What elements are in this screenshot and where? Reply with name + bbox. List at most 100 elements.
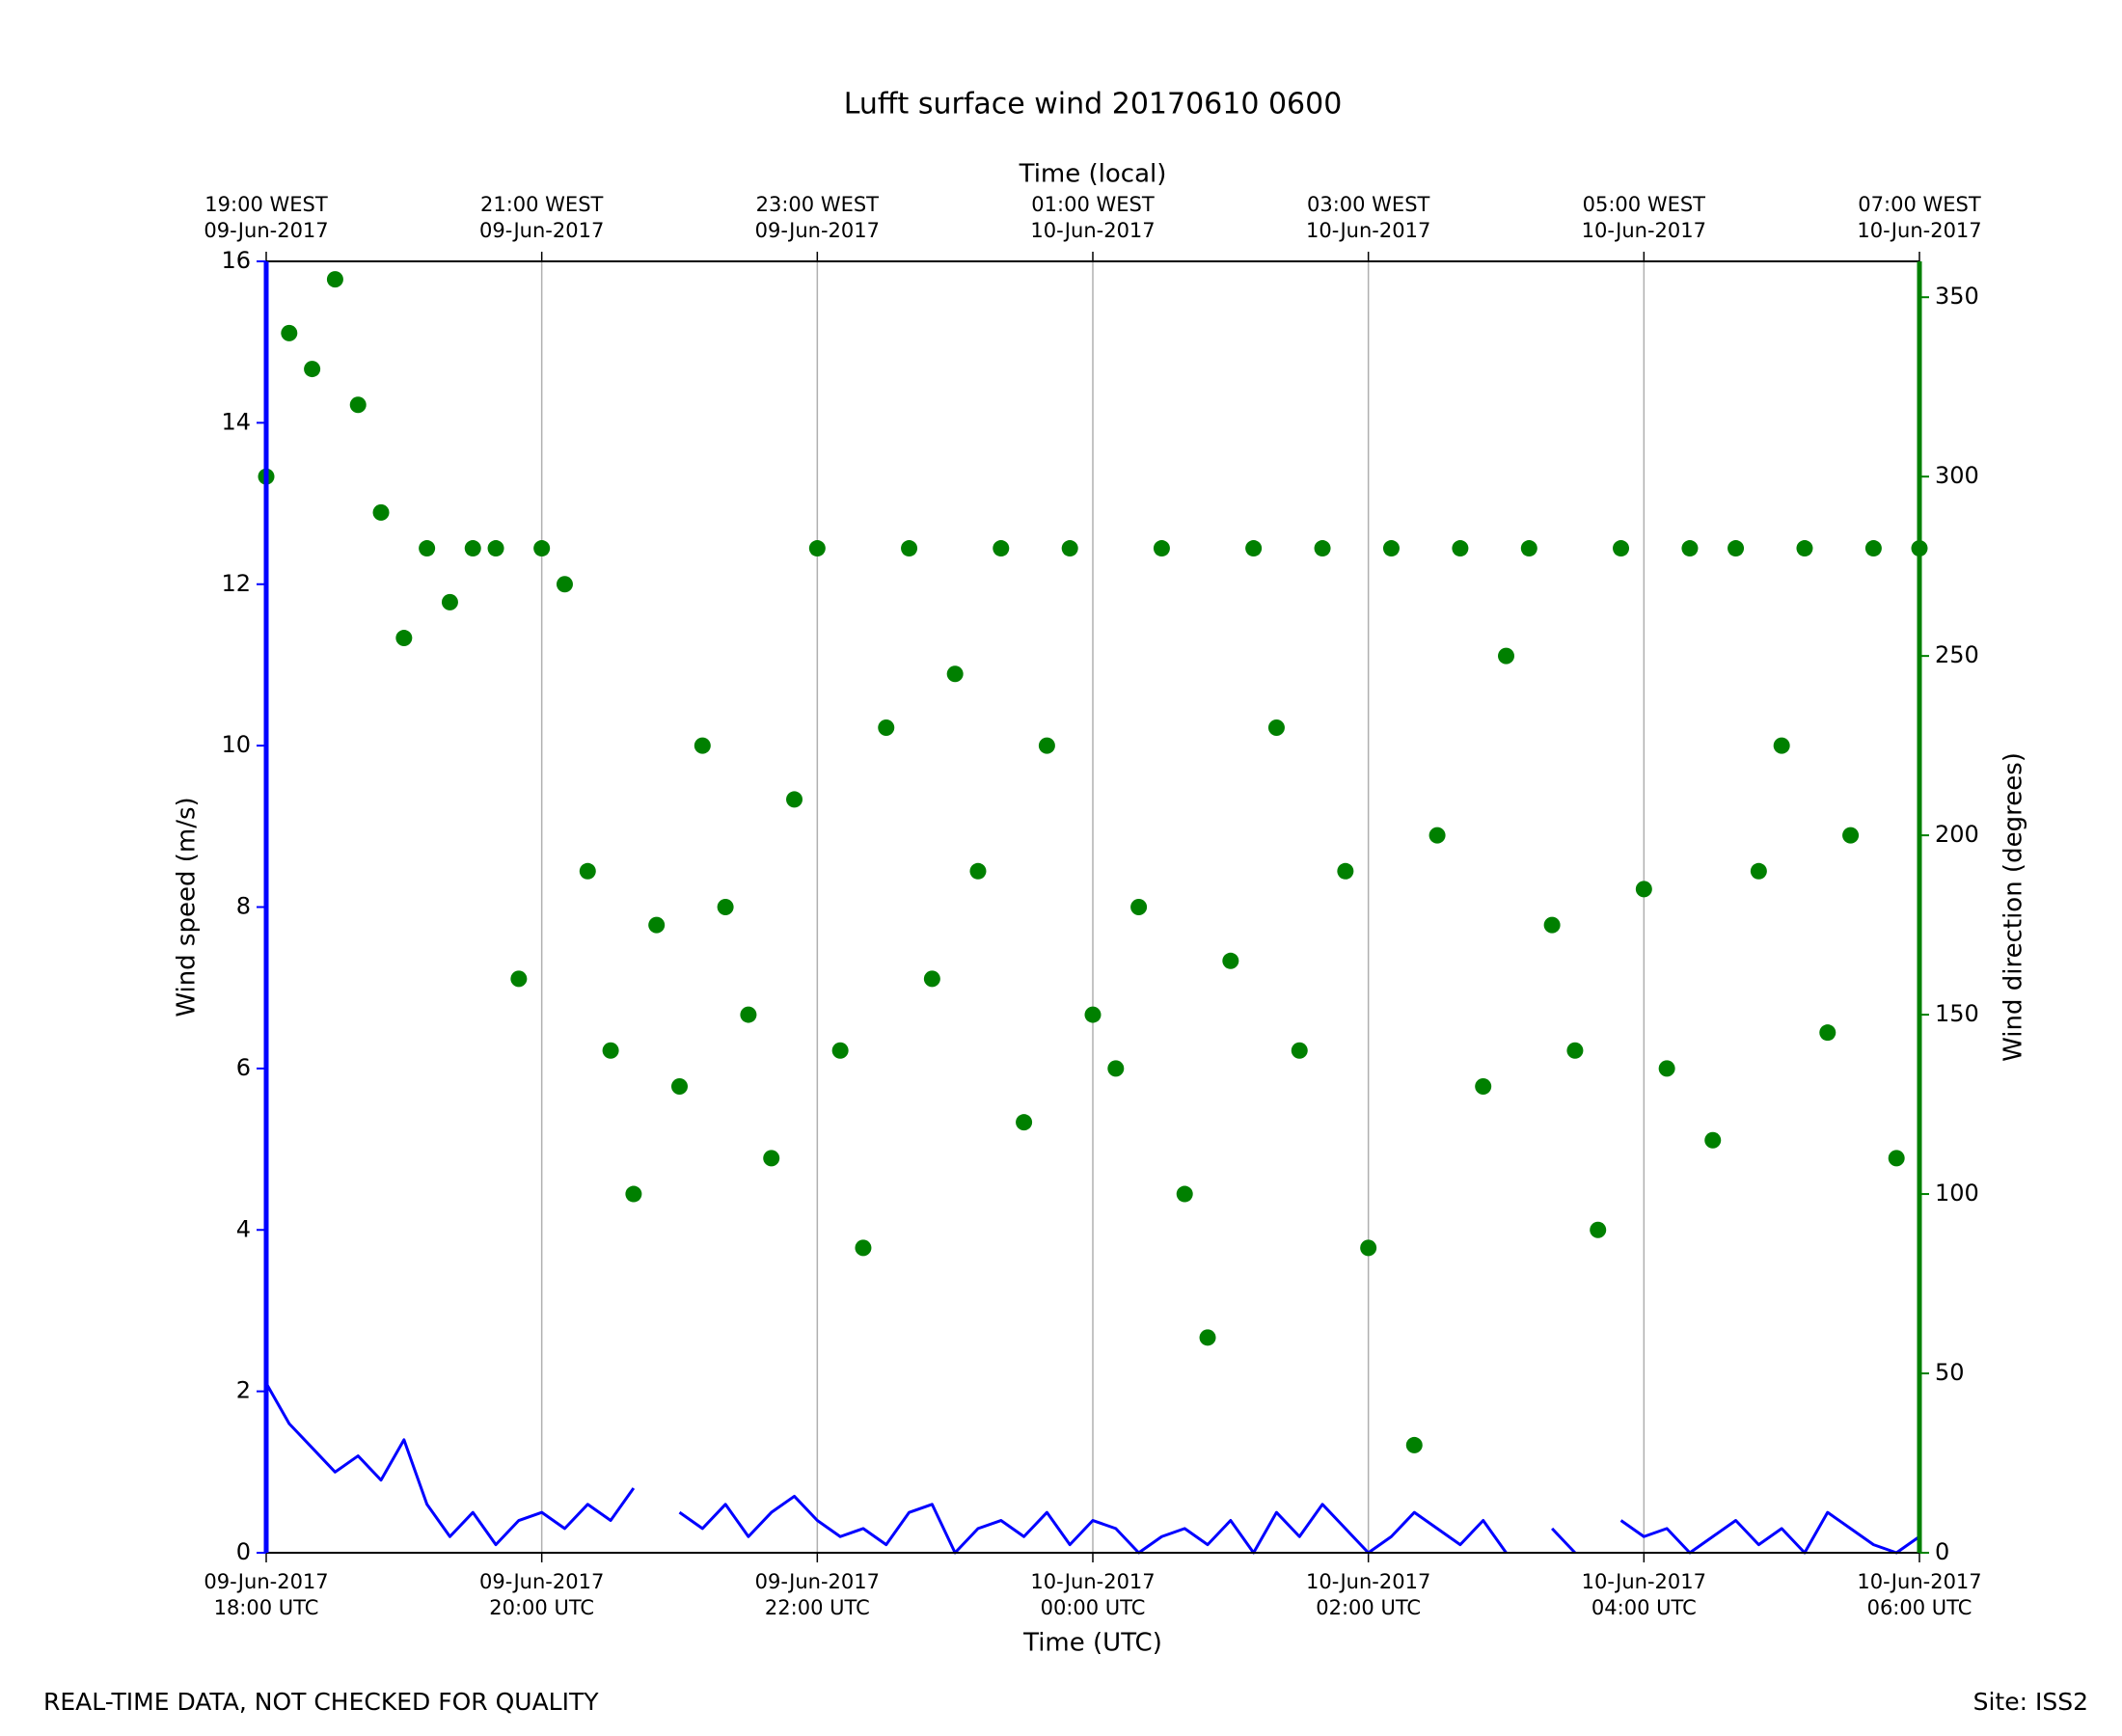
x-tick-label: 18:00 UTC [214, 1596, 319, 1619]
x-tick-label: 20:00 UTC [489, 1596, 594, 1619]
direction-point [1360, 1239, 1377, 1257]
direction-point [1520, 540, 1537, 557]
direction-point [441, 593, 458, 610]
direction-point [556, 576, 573, 593]
direction-point [281, 324, 298, 341]
y-tick-label: 0 [236, 1538, 251, 1565]
direction-point [304, 361, 321, 378]
direction-point [786, 791, 803, 808]
x2-tick-label: 09-Jun-2017 [204, 219, 328, 242]
direction-point [1452, 540, 1469, 557]
direction-point [901, 540, 918, 557]
x-tick-label: 09-Jun-2017 [479, 1570, 604, 1593]
direction-point [1405, 1436, 1423, 1453]
x-tick-label: 10-Jun-2017 [1582, 1570, 1706, 1593]
direction-point [694, 737, 711, 754]
y-tick-label: 12 [221, 570, 251, 597]
direction-point [1566, 1042, 1584, 1059]
direction-point [625, 1185, 642, 1203]
direction-point [1382, 540, 1400, 557]
direction-point [1681, 540, 1699, 557]
direction-point [533, 540, 551, 557]
direction-point [1314, 540, 1331, 557]
y2-tick-label: 50 [1935, 1359, 1965, 1386]
x-tick-label: 22:00 UTC [765, 1596, 870, 1619]
direction-point [969, 862, 987, 880]
direction-point [1888, 1150, 1905, 1167]
direction-point [1543, 916, 1561, 934]
direction-point [510, 970, 528, 988]
direction-point [1245, 540, 1263, 557]
direction-point [395, 630, 413, 647]
direction-point [419, 540, 436, 557]
x-tick-label: 04:00 UTC [1592, 1596, 1697, 1619]
y2-tick-label: 350 [1935, 283, 1979, 310]
x-tick-label: 10-Jun-2017 [1857, 1570, 1981, 1593]
direction-point [1038, 737, 1055, 754]
direction-point [1016, 1114, 1033, 1131]
direction-point [326, 271, 343, 288]
direction-point [1704, 1131, 1722, 1149]
y-tick-label: 10 [221, 731, 251, 758]
direction-point [1428, 827, 1446, 844]
x2-tick-label: 10-Jun-2017 [1306, 219, 1430, 242]
x2-tick-label: 10-Jun-2017 [1582, 219, 1706, 242]
y-tick-label: 6 [236, 1054, 251, 1081]
y-tick-label: 14 [221, 408, 251, 435]
x2-tick-label: 23:00 WEST [756, 193, 880, 216]
x2-tick-label: 19:00 WEST [204, 193, 328, 216]
direction-point [1796, 540, 1813, 557]
chart-title: Lufft surface wind 20170610 0600 [844, 88, 1343, 122]
footer-left: REAL-TIME DATA, NOT CHECKED FOR QUALITY [43, 1688, 599, 1716]
y2-tick-label: 250 [1935, 641, 1979, 668]
y-tick-label: 2 [236, 1377, 251, 1404]
x2-tick-label: 07:00 WEST [1858, 193, 1981, 216]
direction-point [464, 540, 481, 557]
direction-point [372, 503, 390, 521]
x2-tick-label: 03:00 WEST [1307, 193, 1430, 216]
direction-point [1291, 1042, 1308, 1059]
direction-point [602, 1042, 619, 1059]
direction-point [671, 1077, 688, 1095]
direction-point [1773, 737, 1790, 754]
y2-axis-label: Wind direction (degrees) [2000, 752, 2028, 1062]
direction-point [1084, 1006, 1102, 1023]
y2-tick-label: 300 [1935, 462, 1979, 489]
x2-tick-label: 05:00 WEST [1583, 193, 1706, 216]
direction-point [1337, 862, 1354, 880]
direction-point [579, 862, 596, 880]
direction-point [717, 899, 734, 915]
footer-right: Site: ISS2 [1973, 1688, 2088, 1716]
x2-tick-label: 21:00 WEST [480, 193, 604, 216]
direction-point [1176, 1185, 1193, 1203]
direction-point [1750, 862, 1767, 880]
direction-point [1842, 827, 1860, 844]
direction-point [487, 540, 504, 557]
direction-point [1819, 1024, 1836, 1042]
direction-point [1613, 540, 1630, 557]
direction-point [1590, 1221, 1607, 1238]
x2-tick-label: 09-Jun-2017 [755, 219, 880, 242]
x-tick-label: 09-Jun-2017 [204, 1570, 328, 1593]
direction-point [1222, 952, 1239, 969]
direction-point [808, 540, 826, 557]
y2-tick-label: 150 [1935, 1000, 1979, 1027]
direction-point [1153, 540, 1170, 557]
direction-point [878, 719, 895, 737]
y-tick-label: 8 [236, 893, 251, 920]
x-tick-label: 06:00 UTC [1867, 1596, 1972, 1619]
x-tick-label: 09-Jun-2017 [755, 1570, 880, 1593]
direction-point [1658, 1060, 1675, 1077]
direction-point [648, 916, 666, 934]
y2-tick-label: 100 [1935, 1180, 1979, 1207]
direction-point [831, 1042, 849, 1059]
direction-point [1267, 719, 1285, 737]
direction-point [1061, 540, 1078, 557]
x-tick-label: 10-Jun-2017 [1030, 1570, 1155, 1593]
x-tick-label: 10-Jun-2017 [1306, 1570, 1430, 1593]
speed-line [264, 1382, 636, 1547]
direction-point [763, 1150, 780, 1167]
x2-tick-label: 01:00 WEST [1031, 193, 1155, 216]
y2-tick-label: 200 [1935, 821, 1979, 848]
